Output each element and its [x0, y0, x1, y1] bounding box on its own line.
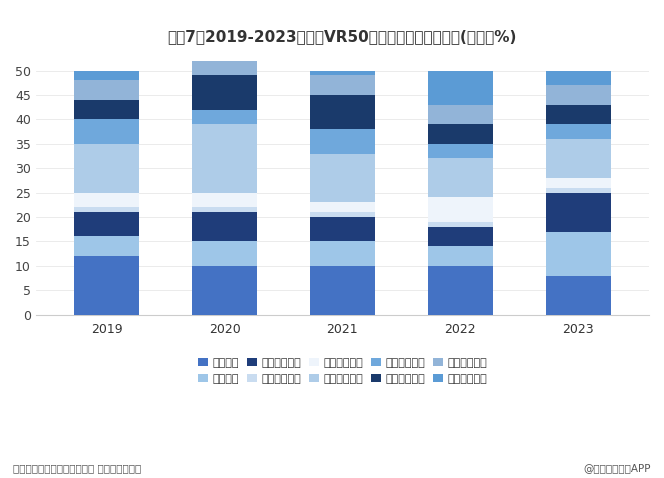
Bar: [310, 202, 375, 212]
Bar: [546, 85, 611, 105]
Bar: [546, 231, 611, 275]
Bar: [428, 266, 493, 315]
Bar: [428, 124, 493, 144]
Bar: [192, 241, 257, 266]
Bar: [74, 237, 139, 256]
Legend: 整机设备, 分发平台, 行业解决方案, 近眼显示技术, 开发工具软件, 教育培训应用, 文化旅游应用, 工业生产应用, 体育健康应用, 智慧城市应用: 整机设备, 分发平台, 行业解决方案, 近眼显示技术, 开发工具软件, 教育培训…: [198, 358, 487, 384]
Bar: [546, 275, 611, 315]
Bar: [546, 188, 611, 193]
Bar: [192, 193, 257, 207]
Bar: [546, 105, 611, 124]
Bar: [74, 256, 139, 315]
Bar: [428, 105, 493, 124]
Bar: [74, 207, 139, 212]
Bar: [74, 71, 139, 80]
Bar: [74, 100, 139, 120]
Bar: [310, 76, 375, 95]
Bar: [310, 95, 375, 129]
Bar: [310, 217, 375, 241]
Bar: [310, 241, 375, 266]
Bar: [192, 124, 257, 193]
Title: 图表7：2019-2023年中国VR50强企业产业链分布情况(单位：%): 图表7：2019-2023年中国VR50强企业产业链分布情况(单位：%): [168, 29, 517, 44]
Bar: [192, 109, 257, 124]
Bar: [428, 197, 493, 222]
Bar: [192, 207, 257, 212]
Bar: [428, 144, 493, 158]
Bar: [74, 144, 139, 193]
Bar: [310, 153, 375, 202]
Bar: [310, 212, 375, 217]
Bar: [310, 266, 375, 315]
Bar: [546, 193, 611, 231]
Bar: [192, 76, 257, 109]
Bar: [192, 266, 257, 315]
Bar: [310, 129, 375, 153]
Bar: [74, 193, 139, 207]
Bar: [310, 71, 375, 76]
Bar: [546, 71, 611, 85]
Bar: [192, 212, 257, 241]
Bar: [428, 246, 493, 266]
Text: 资料来源：虚拟现实产业联盟 前瞻产业研究院: 资料来源：虚拟现实产业联盟 前瞻产业研究院: [13, 463, 141, 473]
Text: @前瞻经济学人APP: @前瞻经济学人APP: [583, 463, 651, 473]
Bar: [74, 120, 139, 144]
Bar: [546, 178, 611, 188]
Bar: [192, 51, 257, 61]
Bar: [428, 158, 493, 197]
Bar: [74, 212, 139, 237]
Bar: [546, 124, 611, 139]
Bar: [192, 61, 257, 76]
Bar: [74, 80, 139, 100]
Bar: [428, 71, 493, 105]
Bar: [428, 222, 493, 227]
Bar: [546, 139, 611, 178]
Bar: [428, 227, 493, 246]
